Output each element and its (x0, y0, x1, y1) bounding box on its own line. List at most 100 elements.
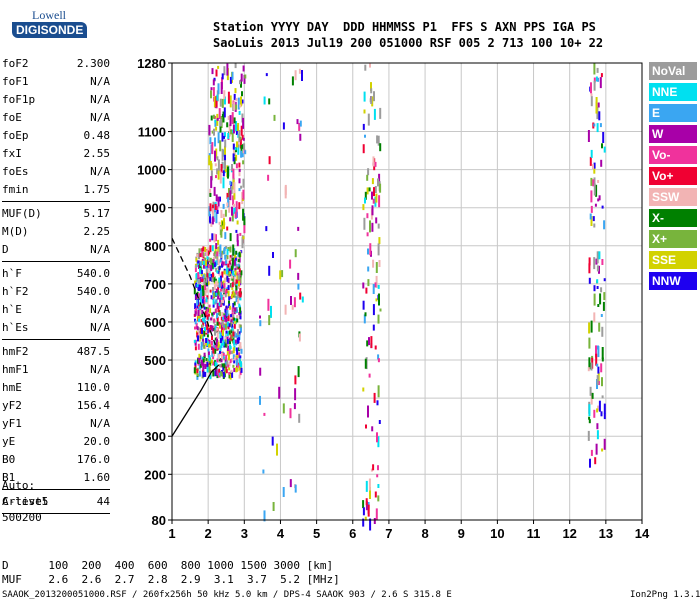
echo-point (236, 315, 239, 319)
echo-point (375, 275, 378, 288)
echo-point (201, 251, 204, 258)
param-name: B0 (2, 453, 16, 466)
param-row: h`F2 540.0 (2, 283, 110, 301)
echo-point (587, 430, 590, 441)
echo-point (237, 291, 240, 298)
echo-point (240, 145, 243, 156)
echo-point (233, 101, 236, 111)
param-value: 5.17 (83, 207, 111, 220)
echo-point (224, 343, 227, 348)
echo-point (213, 276, 216, 283)
echo-point (215, 194, 218, 202)
echo-point (204, 327, 206, 331)
echo-point (598, 195, 601, 201)
echo-point (225, 259, 228, 264)
echo-point (591, 355, 594, 359)
echo-point (227, 364, 230, 368)
echo-point (229, 217, 232, 222)
echo-point (237, 146, 240, 155)
echo-point (219, 312, 222, 317)
param-name: D (2, 243, 9, 256)
echo-point (593, 285, 596, 292)
param-row: hmE 110.0 (2, 379, 110, 397)
echo-point (199, 294, 202, 299)
y-tick-label: 1000 (137, 163, 166, 178)
panel-separator (2, 201, 110, 202)
echo-point (227, 269, 230, 276)
echo-point (373, 108, 376, 120)
echo-point (364, 516, 367, 521)
echo-point (235, 359, 238, 366)
echo-point (201, 260, 204, 265)
auto-scaling-notes: Auto: Artist5 500200 (2, 478, 48, 526)
param-row: M(D) 2.25 (2, 223, 110, 241)
param-value: 2.300 (76, 57, 110, 70)
echo-point (367, 168, 370, 176)
echo-point (231, 164, 233, 171)
param-value: 2.55 (83, 147, 111, 160)
param-value: 20.0 (83, 435, 111, 448)
echo-point (214, 371, 217, 377)
echo-point (217, 239, 220, 245)
echo-point (377, 223, 380, 229)
echo-point (223, 107, 226, 118)
echo-point (204, 284, 207, 291)
echo-point (603, 278, 606, 282)
echo-point (290, 296, 292, 305)
echo-point (219, 297, 222, 304)
param-name: B1 (2, 471, 16, 484)
x-tick-label: 3 (241, 526, 248, 541)
y-tick-label: 1100 (138, 125, 166, 140)
echo-point (217, 196, 220, 207)
echo-point (207, 281, 210, 286)
echo-point (231, 350, 234, 354)
echo-point (194, 363, 197, 370)
echo-point (206, 366, 209, 373)
echo-point (235, 307, 238, 313)
echo-point (376, 474, 379, 478)
echo-point (207, 247, 210, 251)
echo-point (242, 208, 245, 221)
echo-point (193, 367, 196, 374)
echo-point (237, 299, 240, 305)
echo-point (236, 141, 238, 148)
echo-point (219, 281, 222, 287)
echo-point (205, 297, 208, 303)
echo-point (228, 124, 231, 137)
echo-point (199, 304, 202, 309)
echo-point (235, 250, 238, 255)
echo-point (226, 275, 229, 282)
echo-point (598, 265, 600, 274)
echo-point (225, 361, 227, 365)
param-name: MUF(D) (2, 207, 42, 220)
x-tick-label: 8 (421, 526, 428, 541)
echo-point (215, 341, 218, 347)
echo-point (210, 273, 213, 277)
echo-point (208, 339, 211, 345)
echo-point (241, 153, 244, 158)
echo-point (268, 156, 271, 165)
echo-point (206, 359, 209, 364)
echo-point (216, 375, 219, 379)
echo-point (289, 259, 292, 269)
echo-point (206, 314, 209, 320)
echo-point (199, 298, 202, 305)
echo-point (362, 507, 365, 516)
echo-point (226, 306, 229, 312)
echo-point (227, 278, 230, 283)
echo-point (233, 182, 236, 194)
echo-point (217, 170, 220, 180)
echo-point (240, 361, 243, 368)
echo-point (212, 298, 215, 305)
echo-point (202, 246, 205, 252)
echo-point (232, 143, 235, 150)
param-row: h`F 540.0 (2, 265, 110, 283)
echo-point (196, 277, 199, 281)
echo-point (240, 150, 243, 158)
echo-point (203, 280, 206, 285)
echo-point (235, 289, 238, 295)
echo-point (232, 270, 235, 276)
echo-point (276, 443, 278, 456)
echo-point (210, 176, 213, 189)
echo-point (206, 256, 209, 260)
